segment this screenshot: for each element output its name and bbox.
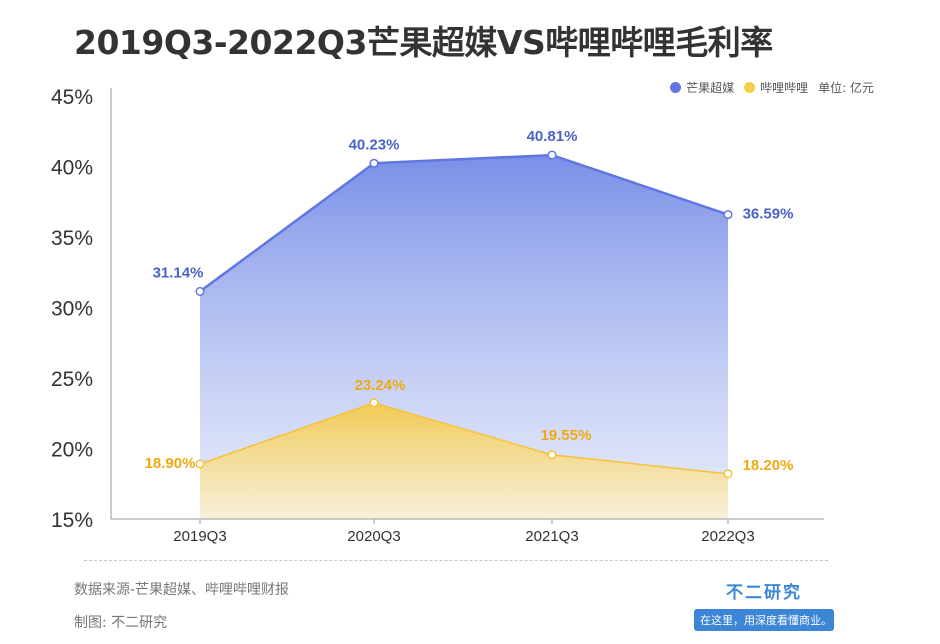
series-a-point	[723, 210, 733, 220]
y-tick-label: 20%	[51, 439, 93, 462]
legend-label-series-b: 哔哩哔哩	[760, 81, 809, 95]
series-a-data-label: 36.59%	[743, 206, 794, 223]
series-b-point	[723, 469, 733, 479]
brand-name: 不二研究	[726, 583, 802, 603]
y-tick-label: 30%	[51, 298, 93, 321]
x-tick-label: 2020Q3	[347, 528, 400, 545]
x-tick-label: 2022Q3	[701, 528, 754, 545]
legend-dot-series-b	[744, 82, 756, 93]
chart-title: 2019Q3-2022Q3芒果超媒VS哔哩哔哩毛利率	[74, 23, 773, 62]
series-b-data-label: 18.90%	[145, 455, 196, 472]
chart-maker-note: 制图: 不二研究	[74, 615, 168, 631]
series-b-area	[200, 402, 728, 519]
series-b-point	[369, 398, 379, 408]
series-b-point	[547, 450, 557, 460]
y-tick-label: 15%	[51, 509, 93, 532]
series-a-point	[369, 158, 379, 168]
y-tick-label: 45%	[51, 86, 93, 109]
series-b-data-label: 23.24%	[355, 377, 406, 394]
legend-item-series-b: 哔哩哔哩	[744, 79, 808, 96]
series-a-point	[547, 150, 557, 160]
y-tick-label: 35%	[51, 227, 93, 250]
series-b-point	[195, 459, 205, 469]
series-b-data-label: 19.55%	[541, 427, 592, 444]
legend-dot-series-a	[670, 82, 682, 93]
series-a-data-label: 40.23%	[349, 136, 400, 153]
legend-item-series-a: 芒果超媒	[670, 79, 734, 96]
footer-divider	[84, 560, 828, 561]
chart-legend: 芒果超媒 哔哩哔哩 单位: 亿元	[670, 79, 874, 96]
series-b-data-label: 18.20%	[743, 457, 794, 474]
series-a-data-label: 40.81%	[527, 128, 578, 145]
series-a-line	[199, 153, 729, 293]
legend-unit-note: 单位: 亿元	[818, 81, 874, 95]
series-b-line	[199, 402, 729, 475]
x-tick-label: 2019Q3	[173, 528, 226, 545]
y-tick-label: 40%	[51, 157, 93, 180]
brand-slogan: 在这里，用深度看懂商业。	[694, 609, 834, 631]
series-a-point	[195, 286, 205, 296]
y-tick-label: 25%	[51, 368, 93, 391]
data-source-note: 数据来源-芒果超媒、哔哩哔哩财报	[74, 582, 290, 598]
brand-logo: 不二研究 在这里，用深度看懂商业。	[694, 578, 834, 631]
x-tick-label: 2021Q3	[525, 528, 578, 545]
series-a-data-label: 31.14%	[153, 264, 204, 281]
legend-label-series-a: 芒果超媒	[686, 81, 735, 95]
